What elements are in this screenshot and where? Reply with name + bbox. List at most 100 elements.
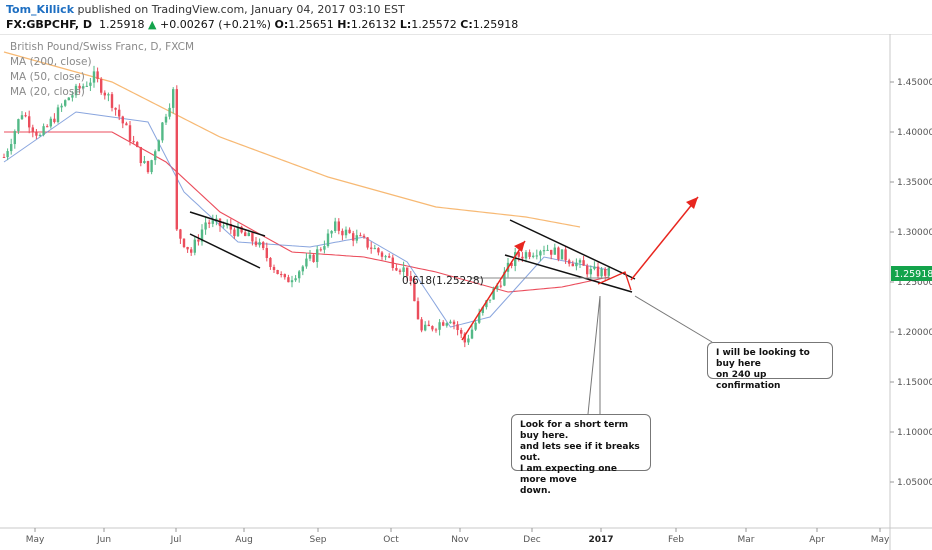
candle-body xyxy=(258,242,261,246)
low-label: L: xyxy=(399,18,412,31)
candle-body xyxy=(200,229,204,242)
candle-body xyxy=(413,281,416,302)
candle-body xyxy=(535,255,538,257)
legend-ma20[interactable]: MA (20, close) xyxy=(10,86,85,98)
candle-body xyxy=(319,249,322,251)
candle-body xyxy=(398,270,402,272)
up-arrow-head xyxy=(514,241,525,252)
callout-pointer-2a xyxy=(587,295,601,415)
candle-body xyxy=(582,260,585,266)
candle-body xyxy=(485,300,488,308)
candle-body xyxy=(38,134,42,136)
last-price-tag-text: 1.25918 xyxy=(894,269,932,280)
x-tick-label: 2017 xyxy=(588,535,613,545)
candle-body xyxy=(96,71,99,80)
x-tick-label: Aug xyxy=(235,535,253,545)
candle-body xyxy=(348,229,351,234)
candle-body xyxy=(107,94,110,96)
candle-body xyxy=(434,329,438,331)
candle-body xyxy=(384,256,387,258)
candle-body xyxy=(539,251,542,256)
candle-body xyxy=(391,257,394,268)
close-value: 1.25918 xyxy=(472,18,519,31)
candle-body xyxy=(6,151,9,158)
author-link[interactable]: Tom_Killick xyxy=(6,3,75,16)
candle-body xyxy=(67,97,70,101)
candle-body xyxy=(251,232,254,242)
channel-lower-line[interactable] xyxy=(189,233,261,269)
candle-body xyxy=(607,267,610,276)
up-arrow-icon: ▲ xyxy=(148,18,157,31)
last-price-tag xyxy=(891,266,932,281)
candle-body xyxy=(56,107,60,123)
candle-body xyxy=(82,86,85,89)
candle-body xyxy=(186,247,189,250)
target-arrow-head xyxy=(686,197,698,209)
candle-body xyxy=(42,126,45,135)
candle-body xyxy=(496,285,499,289)
candle-body xyxy=(172,89,175,108)
candle-body xyxy=(175,89,178,230)
candle-body xyxy=(146,161,150,173)
candle-body xyxy=(586,265,589,275)
candle-body xyxy=(208,222,211,224)
candle-body xyxy=(499,285,502,287)
callout-pointer-1 xyxy=(634,295,713,343)
candle-body xyxy=(305,258,308,267)
candle-body xyxy=(247,232,250,237)
callout-line: on 240 up confirmation xyxy=(716,370,781,391)
candle-body xyxy=(460,329,463,334)
candle-body xyxy=(17,119,20,132)
candle-body xyxy=(179,229,182,239)
candle-body xyxy=(24,115,27,117)
callout-buy-240[interactable]: I will be looking to buy here on 240 up … xyxy=(707,342,833,391)
candle-body xyxy=(222,225,225,227)
fib-label: 0.618(1.25228) xyxy=(402,275,484,287)
target-arrow-line xyxy=(630,196,699,281)
wedge-lower-line[interactable] xyxy=(504,254,633,293)
last-price: 1.25918 xyxy=(99,18,145,31)
candle-body xyxy=(269,257,272,267)
callout-short-term[interactable]: Look for a short term buy here. and lets… xyxy=(511,414,651,496)
candle-body xyxy=(312,254,315,262)
candle-body xyxy=(373,248,376,250)
candle-body xyxy=(330,230,333,234)
callout-line: I will be looking to buy here xyxy=(716,348,810,369)
candle-body xyxy=(524,252,528,259)
candle-body xyxy=(596,266,600,277)
candle-body xyxy=(103,92,106,96)
chart-legend: British Pound/Swiss Franc, D, FXCM MA (2… xyxy=(10,40,194,100)
callout-line: Look for a short term buy here. xyxy=(520,420,629,441)
candle-body xyxy=(542,250,546,252)
open-label: O: xyxy=(274,18,289,31)
price-chart[interactable]: 1.45000 1.40000 1.35000 1.30000 1.25000 1.200… xyxy=(0,34,932,550)
legend-ma200[interactable]: MA (200, close) xyxy=(10,56,92,68)
candle-body xyxy=(60,105,63,108)
candle-body xyxy=(528,252,531,257)
candle-body xyxy=(168,107,171,117)
candle-body xyxy=(323,246,326,250)
candle-body xyxy=(298,271,301,279)
candle-body xyxy=(139,147,142,164)
wedge-upper-line[interactable] xyxy=(509,219,636,280)
candle-body xyxy=(445,323,448,326)
channel-upper-line[interactable] xyxy=(189,211,266,237)
candle-body xyxy=(262,242,265,249)
candle-body xyxy=(215,218,218,221)
up-arrow-line xyxy=(461,240,526,341)
candle-body xyxy=(467,338,470,343)
candle-body xyxy=(272,266,276,270)
candle-body xyxy=(409,275,412,282)
candle-body xyxy=(510,262,513,266)
candle-body xyxy=(478,312,481,323)
candle-body xyxy=(64,100,67,106)
candle-body xyxy=(301,266,304,272)
x-tick-label: Sep xyxy=(310,535,327,545)
candle-body xyxy=(233,229,236,237)
candle-body xyxy=(110,94,114,108)
publish-line: Tom_Killick published on TradingView.com… xyxy=(6,3,405,16)
candle-body xyxy=(589,268,592,275)
candle-body xyxy=(287,277,290,283)
legend-ma50[interactable]: MA (50, close) xyxy=(10,71,85,83)
candle-body xyxy=(193,239,196,253)
